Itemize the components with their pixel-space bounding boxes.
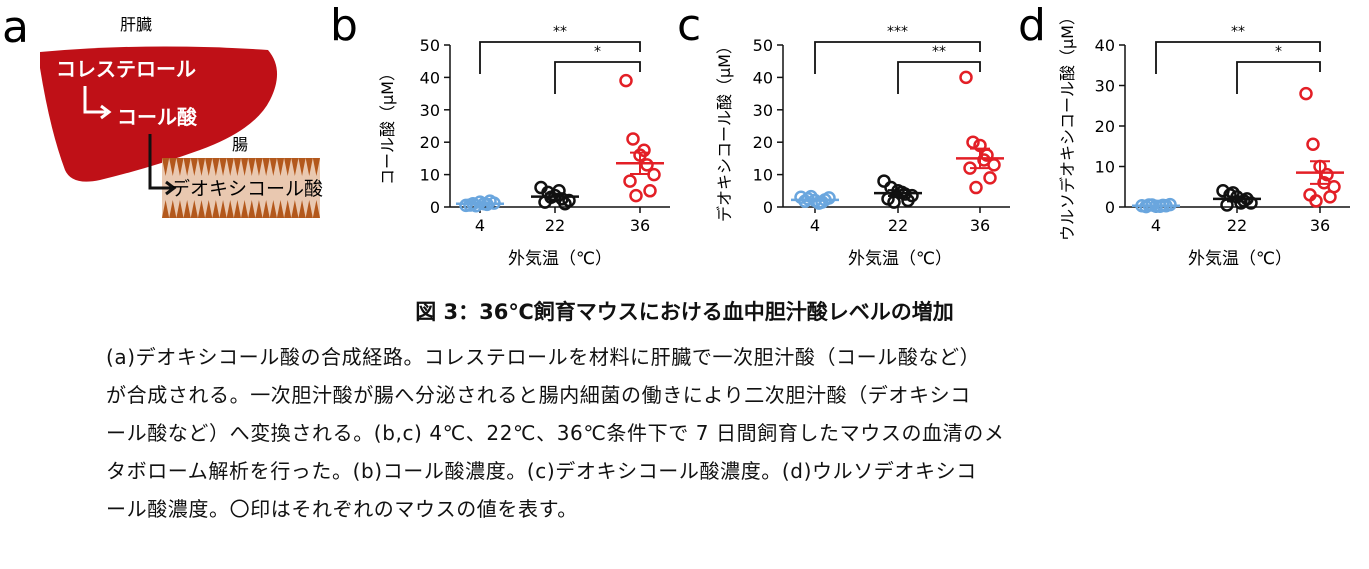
data-point <box>977 153 991 167</box>
data-point <box>1323 190 1337 204</box>
data-point <box>619 73 633 88</box>
panel-a-letter: a <box>2 2 29 53</box>
y-tick-label: 30 <box>753 101 773 120</box>
cholesterol-label: コレステロール <box>56 57 196 81</box>
x-tick-label: 36 <box>630 216 650 235</box>
y-tick-label: 30 <box>420 101 440 120</box>
data-point <box>1309 194 1323 208</box>
y-tick-label: 20 <box>420 133 440 152</box>
x-axis-label: 外気温（℃） <box>508 249 612 269</box>
data-point <box>558 197 572 211</box>
y-tick-label: 20 <box>753 133 773 152</box>
x-tick-label: 36 <box>1310 216 1330 235</box>
y-tick-label: 50 <box>753 36 773 55</box>
caption-line: (a)デオキシコール酸の合成経路。コレステロールを材料に肝臓で一次胆汁酸（コール… <box>106 345 981 369</box>
y-tick-label: 40 <box>1095 36 1115 55</box>
x-tick-label: 22 <box>888 216 908 235</box>
caption-line: が合成される。一次胆汁酸が腸へ分泌されると腸内細菌の働きにより二次胆汁酸（デオキ… <box>106 383 971 407</box>
panel-letter: c <box>677 0 701 51</box>
caption-body: (a)デオキシコール酸の合成経路。コレステロールを材料に肝臓で一次胆汁酸（コール… <box>106 338 1321 528</box>
significance-bracket <box>1155 41 1321 74</box>
significance-bracket <box>897 61 981 94</box>
panel-letter: d <box>1018 0 1046 51</box>
significance-label: ** <box>1231 24 1245 40</box>
data-point <box>1317 175 1331 190</box>
data-point <box>969 180 983 195</box>
data-point <box>983 171 997 185</box>
panel-a: a 肝臓 コレステロール コール酸 腸 デオキシコール酸 <box>2 2 323 218</box>
data-point <box>643 184 657 198</box>
x-tick-label: 36 <box>970 216 990 235</box>
y-tick-label: 10 <box>420 166 440 185</box>
y-axis-label: コール酸（μM） <box>378 65 397 185</box>
x-tick-label: 4 <box>1151 216 1161 235</box>
data-point <box>804 189 818 204</box>
intestine-villi-top <box>162 158 320 176</box>
liver-label: 肝臓 <box>120 15 152 34</box>
significance-label: * <box>1275 44 1282 60</box>
significance-label: ** <box>553 24 567 40</box>
arrow-head-icon <box>100 104 112 120</box>
significance-label: *** <box>887 24 908 40</box>
x-axis-label: 外気温（℃） <box>848 249 952 269</box>
data-point <box>623 174 637 188</box>
y-tick-label: 0 <box>763 198 773 217</box>
figure-3: a 肝臓 コレステロール コール酸 腸 デオキシコール酸 b0102030405… <box>2 0 1350 269</box>
data-point <box>1306 137 1320 151</box>
y-tick-label: 20 <box>1095 117 1115 136</box>
caption-line: ール酸など）へ変換される。(b,c) 4℃、22℃、36℃条件下で 7 日間飼育… <box>106 421 1005 445</box>
data-point <box>637 143 651 158</box>
cholic-acid-label: コール酸 <box>117 105 198 129</box>
y-tick-label: 30 <box>1095 77 1115 96</box>
y-tick-label: 40 <box>420 68 440 87</box>
significance-label: * <box>594 44 601 60</box>
data-point <box>629 188 643 203</box>
intestine-villi-bottom <box>162 200 320 218</box>
y-tick-label: 0 <box>430 198 440 217</box>
data-point <box>959 70 973 85</box>
significance-bracket <box>554 61 641 94</box>
y-tick-label: 40 <box>753 68 773 87</box>
significance-label: ** <box>932 44 946 60</box>
significance-bracket <box>814 41 981 74</box>
y-tick-label: 10 <box>1095 158 1115 177</box>
data-point <box>647 167 661 182</box>
deoxycholic-acid-label: デオキシコール酸 <box>171 178 323 200</box>
panel-letter: b <box>330 0 358 51</box>
data-point <box>640 158 654 172</box>
x-axis-label: 外気温（℃） <box>1188 249 1292 269</box>
x-tick-label: 22 <box>545 216 565 235</box>
arrow-cholesterol-to-cholic-icon <box>83 86 106 114</box>
caption-line: タボローム解析を行った。(b)コール酸濃度。(c)デオキシコール酸濃度。(d)ウ… <box>106 459 977 483</box>
x-tick-label: 22 <box>1227 216 1247 235</box>
y-axis-label: ウルソデオキシコール酸（μM） <box>1058 9 1077 241</box>
data-point <box>812 196 826 210</box>
y-axis-label: デオキシコール酸（μM） <box>715 38 734 222</box>
caption-title: 図 3：36℃飼育マウスにおける血中胆汁酸レベルの増加 <box>415 300 954 324</box>
data-point <box>877 174 891 188</box>
data-point <box>1299 86 1313 101</box>
y-tick-label: 50 <box>420 36 440 55</box>
significance-bracket <box>479 41 641 74</box>
y-tick-label: 0 <box>1105 198 1115 217</box>
data-point <box>1320 167 1334 182</box>
arrow-cholic-to-deoxycholic-icon <box>148 134 172 190</box>
caption-line: ール酸濃度。〇印はそれぞれのマウスの値を表す。 <box>106 497 578 521</box>
x-tick-label: 4 <box>475 216 485 235</box>
data-point <box>626 132 640 146</box>
y-tick-label: 10 <box>753 166 773 185</box>
liver-shape <box>40 46 278 182</box>
intestine-label: 腸 <box>232 135 248 154</box>
arrow-head-icon <box>165 180 177 196</box>
significance-bracket <box>1236 61 1321 94</box>
x-tick-label: 4 <box>810 216 820 235</box>
